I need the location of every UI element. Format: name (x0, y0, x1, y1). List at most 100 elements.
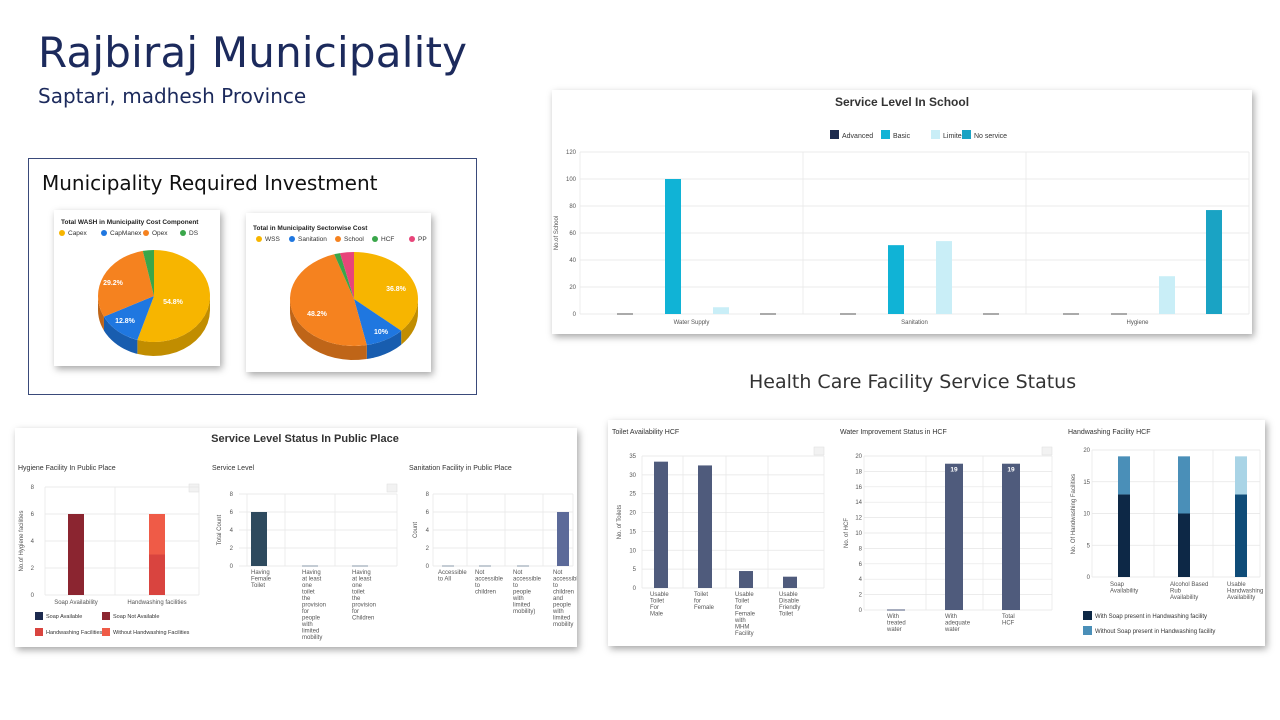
toilet-tick-label: 0 (633, 586, 637, 592)
bar (149, 514, 165, 555)
service-tick-label: 8 (230, 492, 234, 498)
bar (1178, 456, 1190, 514)
toilet-tick-label: 15 (629, 529, 636, 535)
bar (654, 461, 668, 588)
legend-label: PP (418, 236, 427, 243)
legend-swatch (180, 230, 186, 236)
legend-swatch (881, 130, 890, 139)
legend-label: Soap Not Available (113, 614, 159, 620)
x-tick-label: one (352, 583, 363, 589)
school-tick-label: 40 (569, 258, 576, 264)
water-tick-label: 12 (855, 516, 862, 522)
x-tick-label: mobility (302, 635, 322, 641)
x-tick-label: children (553, 590, 574, 596)
y-axis-label: No. of Toilets (617, 505, 623, 540)
x-tick-label: Children (352, 616, 374, 622)
water-tick-label: 10 (855, 531, 862, 537)
x-tick-label: Having (302, 570, 321, 576)
bar (557, 512, 569, 566)
toilet-tick-label: 10 (629, 548, 636, 554)
x-tick-label: limited (513, 603, 530, 609)
legend-swatch (409, 236, 415, 242)
pie-data-label: 10% (374, 329, 389, 336)
x-tick-label: Female (735, 612, 756, 618)
legend-label: Opex (152, 230, 168, 237)
school-service-chart: Service Level In School Advanced Basic Limi… (554, 95, 1250, 326)
x-tick-label: with (734, 618, 746, 624)
legend-swatch (962, 130, 971, 139)
pie-slice (354, 299, 402, 346)
bar (936, 241, 952, 314)
x-tick-label: Female (251, 577, 272, 583)
toilet-tick-label: 20 (629, 511, 636, 517)
pie-data-label: 36.8% (386, 286, 407, 293)
x-tick-label: water (886, 627, 902, 633)
hcf-card: Toilet Availability HCF 0 5 10 15 20 25 30 35 No.… (608, 420, 1265, 646)
pie-data-label: 29.2% (103, 280, 124, 287)
handwash-tick-label: 5 (1087, 543, 1091, 549)
menu-icon (813, 446, 825, 456)
legend-swatch (59, 230, 65, 236)
legend-label: Sanitation (298, 236, 327, 243)
x-tick-label: Availability (1227, 595, 1255, 601)
sanitation-tick-label: 2 (426, 546, 430, 552)
legend-label: Without Handwashing Facilities (113, 630, 190, 636)
x-tick-label: limited (302, 629, 319, 635)
bar (1118, 456, 1130, 495)
water-tick-label: 6 (859, 562, 863, 568)
public-place-card: Service Level Status In Public Place Hygi… (15, 428, 582, 647)
x-tick-label: one (302, 583, 313, 589)
x-tick-label: With (887, 614, 899, 620)
pie-slice (142, 250, 154, 296)
legend-label: With Soap present in Handwashing facilit… (1095, 614, 1207, 620)
menu-icon (188, 483, 200, 493)
legend-label: Advanced (842, 133, 873, 140)
x-tick-label: mobility) (513, 609, 535, 615)
sanitation-tick-label: 8 (426, 492, 430, 498)
bar (1178, 513, 1190, 577)
x-tick-label: Usable (1227, 582, 1246, 588)
x-tick-label: accessible (513, 577, 542, 583)
x-tick-label: for (735, 605, 742, 611)
legend-label: HCF (381, 236, 394, 243)
y-axis-label: No. Of Handwashing Facilities (1071, 474, 1077, 554)
panel-title: Service Level Status In Public Place (211, 433, 399, 445)
pie-sectorwise-card: Total in Municipality Sectorwise Cost WSS… (246, 213, 431, 372)
bar (698, 465, 712, 588)
y-axis-label: No. of HCF (844, 518, 850, 548)
pie-data-label: 12.8% (115, 318, 136, 325)
x-tick-label: Female (694, 605, 715, 611)
bar (1235, 456, 1247, 495)
x-tick-label: toilet (352, 590, 365, 596)
bar-data-label: 19 (950, 467, 958, 474)
x-tick-label: Usable (650, 592, 669, 598)
x-tick-label: children (475, 590, 496, 596)
bar (1159, 276, 1175, 314)
toilet-tick-label: 35 (629, 454, 636, 460)
legend-swatch (335, 236, 341, 242)
chart-title: Sanitation Facility in Public Place (409, 465, 512, 472)
chart-title: Handwashing Facility HCF (1068, 429, 1150, 436)
public-place-charts: Service Level Status In Public Place Hygi… (18, 433, 582, 641)
hygiene-tick-label: 6 (31, 512, 35, 518)
x-tick-label: accessible (553, 577, 577, 583)
x-tick-label: MHM (735, 625, 749, 631)
menu-icon (1041, 446, 1053, 456)
x-tick-label: accessible (475, 577, 504, 583)
pie-data-label: 54.8% (163, 299, 184, 306)
x-tick-label: Usable (735, 592, 754, 598)
x-tick-label: at least (352, 577, 372, 583)
x-tick-label: with (301, 622, 313, 628)
pie-slice (137, 250, 210, 342)
legend-label: DS (189, 230, 199, 237)
x-tick-label: provision (352, 603, 376, 609)
x-tick-label: Toilet (779, 612, 793, 618)
bar (739, 571, 753, 588)
legend-label: WSS (265, 236, 280, 243)
sanitation-tick-label: 0 (426, 564, 430, 570)
x-tick-label: Not (513, 570, 523, 576)
bar-data-label: 19 (1007, 467, 1015, 474)
legend-swatch (289, 236, 295, 242)
pie-slice-side (137, 296, 210, 356)
x-tick-label: Total (1002, 614, 1015, 620)
